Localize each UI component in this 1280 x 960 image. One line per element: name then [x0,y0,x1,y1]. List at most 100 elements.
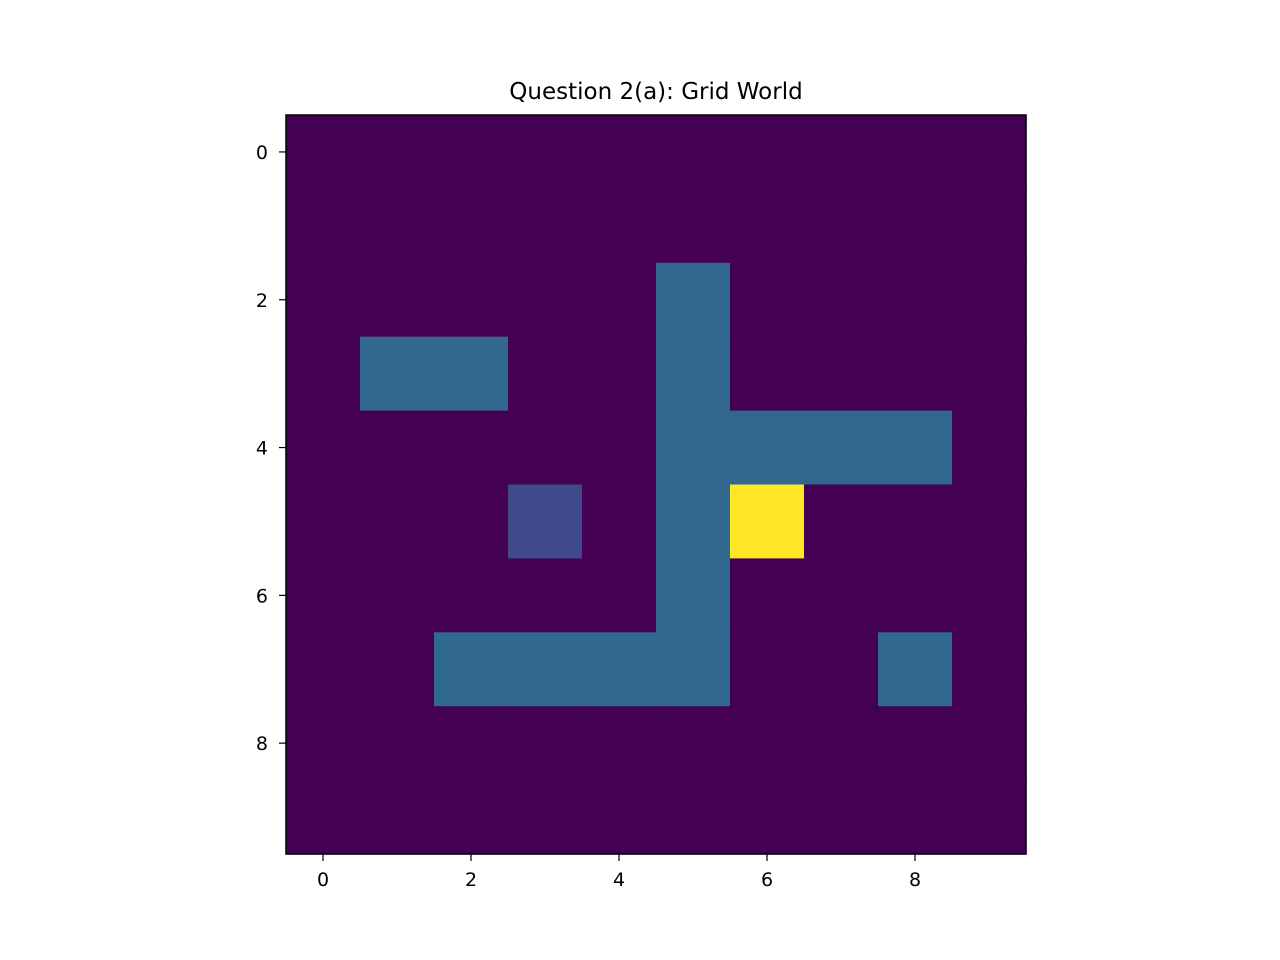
x-tick-label: 6 [761,869,773,891]
heatmap-cell [656,558,731,633]
heatmap-cell [656,337,731,412]
heatmap-cell [508,337,583,412]
x-tick-label: 0 [317,869,329,891]
heatmap-cell [508,780,583,855]
heatmap-cell [286,189,361,264]
heatmap-cell [360,263,435,338]
heatmap-cell [656,263,731,338]
heatmap-cell [878,558,953,633]
heatmap-cell [878,263,953,338]
y-axis: 0 2 4 6 8 [256,142,286,755]
heatmap-cell [730,780,805,855]
heatmap-cell [730,632,805,707]
heatmap-cell [508,411,583,486]
heatmap-cell [878,780,953,855]
heatmap-cell [582,115,657,190]
x-axis: 0 2 4 6 8 [317,854,921,891]
y-tick-label: 2 [256,290,268,312]
heatmap-cell [804,558,879,633]
heatmap-cell [434,485,509,560]
heatmap-cell [878,485,953,560]
heatmap-cell [508,115,583,190]
heatmap-cell [434,411,509,486]
heatmap-cell [952,189,1027,264]
heatmap-cell [730,189,805,264]
heatmap-cell [804,485,879,560]
x-tick-label: 4 [613,869,625,891]
heatmap-cell [656,706,731,781]
heatmap-cell [434,780,509,855]
heatmap-cell [360,632,435,707]
heatmap-cell [434,337,509,412]
heatmap-cell [286,263,361,338]
heatmap-cell [508,632,583,707]
heatmap-cell [286,411,361,486]
heatmap-cell [582,189,657,264]
heatmap-cell [286,632,361,707]
heatmap-cell [360,337,435,412]
heatmap-cell [730,115,805,190]
heatmap-cell [582,706,657,781]
heatmap-cell [286,706,361,781]
heatmap-cell [804,189,879,264]
heatmap-cell [952,411,1027,486]
y-tick-label: 6 [256,585,268,607]
heatmap-cell [952,115,1027,190]
heatmap-cell [804,337,879,412]
y-tick-label: 0 [256,142,268,164]
heatmap-cell [878,337,953,412]
heatmap-cell [360,485,435,560]
heatmap-cell [508,558,583,633]
heatmap-cell [804,115,879,190]
heatmap-cell [878,632,953,707]
heatmap-cell [286,337,361,412]
heatmap-cell [582,558,657,633]
heatmap-cells [286,115,1027,855]
heatmap-cell [656,189,731,264]
heatmap-cell [360,189,435,264]
heatmap-cell [656,485,731,560]
heatmap-cell [582,411,657,486]
heatmap-cell [878,115,953,190]
heatmap-cell [508,189,583,264]
heatmap-cell [286,115,361,190]
heatmap-cell [878,411,953,486]
heatmap-cell [582,485,657,560]
heatmap-cell [508,263,583,338]
heatmap-cell [656,780,731,855]
heatmap-cell [286,558,361,633]
heatmap-cell [952,706,1027,781]
heatmap-cell [434,263,509,338]
heatmap-cell [952,337,1027,412]
heatmap-cell [730,485,805,560]
heatmap-cell [508,485,583,560]
heatmap-cell [730,263,805,338]
heatmap-cell [730,411,805,486]
heatmap-cell [878,706,953,781]
y-tick-label: 4 [256,438,268,460]
heatmap-cell [434,632,509,707]
heatmap-cell [730,337,805,412]
heatmap-cell [656,632,731,707]
heatmap-cell [952,632,1027,707]
heatmap-cell [804,780,879,855]
y-tick-label: 8 [256,733,268,755]
heatmap-cell [582,337,657,412]
heatmap-cell [360,780,435,855]
chart-title: Question 2(a): Grid World [509,79,802,105]
heatmap-cell [360,411,435,486]
heatmap-cell [286,780,361,855]
heatmap-cell [434,558,509,633]
heatmap-cell [804,632,879,707]
heatmap-cell [434,706,509,781]
heatmap-cell [582,632,657,707]
heatmap-cell [878,189,953,264]
heatmap-cell [656,411,731,486]
heatmap-cell [656,115,731,190]
heatmap-cell [730,558,805,633]
heatmap-cell [804,411,879,486]
heatmap-cell [952,780,1027,855]
heatmap-cell [804,706,879,781]
heatmap-cell [360,706,435,781]
